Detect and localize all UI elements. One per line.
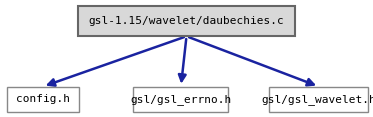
FancyBboxPatch shape — [134, 87, 228, 112]
Text: gsl-1.15/wavelet/daubechies.c: gsl-1.15/wavelet/daubechies.c — [89, 16, 284, 26]
FancyBboxPatch shape — [78, 6, 295, 36]
FancyBboxPatch shape — [7, 87, 79, 112]
Text: config.h: config.h — [16, 94, 70, 104]
Text: gsl/gsl_errno.h: gsl/gsl_errno.h — [130, 94, 232, 105]
Text: gsl/gsl_wavelet.h: gsl/gsl_wavelet.h — [261, 94, 373, 105]
FancyBboxPatch shape — [269, 87, 368, 112]
